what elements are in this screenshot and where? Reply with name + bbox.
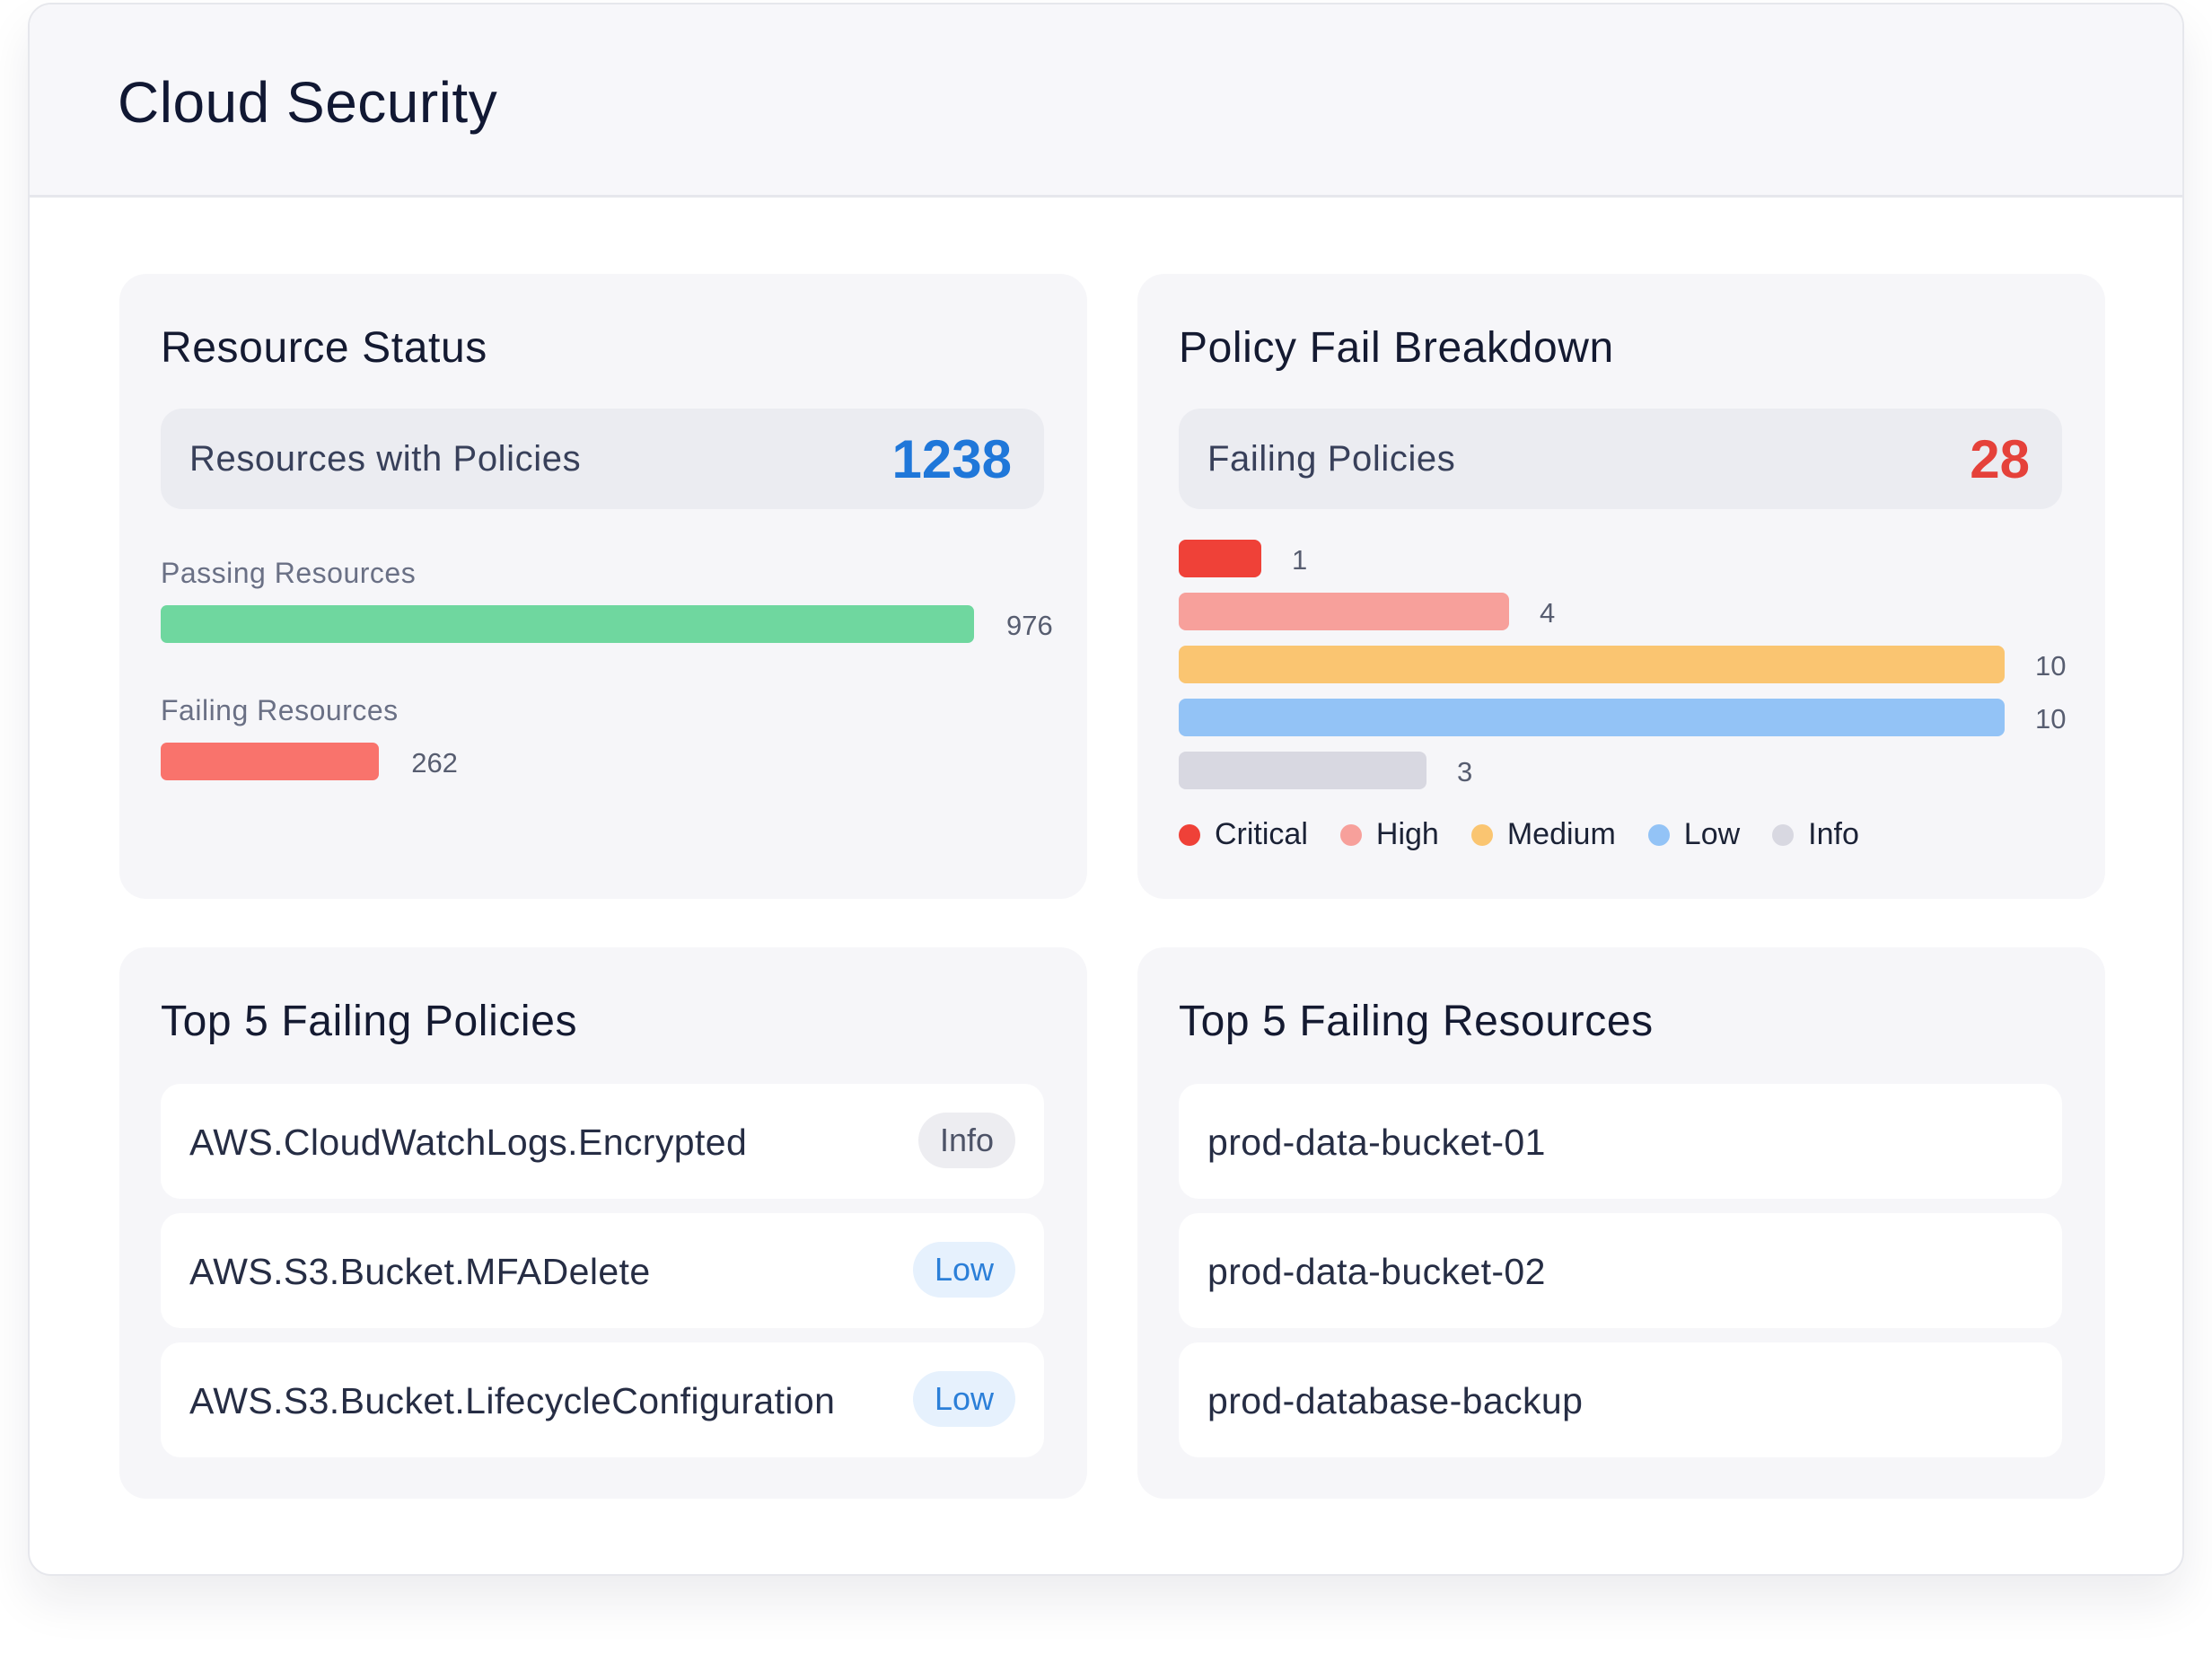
severity-bar-low bbox=[1179, 699, 2005, 736]
severity-badge-info: Info bbox=[917, 1113, 1015, 1168]
resources-with-policies-count: 1238 bbox=[891, 429, 1012, 489]
policy-fail-breakdown-title: Policy Fail Breakdown bbox=[1179, 324, 1614, 372]
failing-resources-count: 262 bbox=[411, 747, 458, 779]
legend-dot-icon bbox=[1772, 823, 1795, 846]
legend-dot-icon bbox=[1470, 823, 1493, 846]
resources-with-policies-label: Resources with Policies bbox=[189, 439, 582, 479]
resource-name: prod-data-bucket-01 bbox=[1207, 1122, 1546, 1163]
policy-name: AWS.S3.Bucket.LifecycleConfiguration bbox=[189, 1380, 836, 1421]
legend-label: Medium bbox=[1506, 817, 1616, 851]
passing-resources-count: 976 bbox=[1006, 610, 1053, 641]
policy-name: AWS.S3.Bucket.MFADelete bbox=[189, 1251, 651, 1292]
severity-legend: Critical High Medium Low Info bbox=[1179, 817, 1892, 852]
resources-with-policies-box: Resources with Policies 1238 bbox=[161, 409, 1044, 509]
passing-resources-bar bbox=[161, 605, 974, 643]
severity-bar-value-low: 10 bbox=[2035, 703, 2067, 735]
legend-item-medium: Medium bbox=[1470, 817, 1616, 852]
severity-bar-value-high: 4 bbox=[1540, 597, 1556, 629]
legend-dot-icon bbox=[1179, 823, 1200, 846]
severity-bar-medium bbox=[1179, 646, 2005, 683]
legend-item-info: Info bbox=[1772, 817, 1859, 852]
legend-label: Info bbox=[1808, 817, 1859, 851]
severity-bar-critical bbox=[1179, 540, 1261, 577]
resource-list-item[interactable]: prod-database-backup bbox=[1179, 1342, 2062, 1457]
policy-list-item[interactable]: AWS.S3.Bucket.LifecycleConfiguration Low bbox=[161, 1342, 1044, 1457]
resource-name: prod-data-bucket-02 bbox=[1207, 1251, 1546, 1292]
severity-badge-low: Low bbox=[912, 1242, 1015, 1298]
top-failing-resources-card: Top 5 Failing Resources prod-data-bucket… bbox=[1137, 947, 2105, 1499]
policy-list-item[interactable]: AWS.S3.Bucket.MFADelete Low bbox=[161, 1213, 1044, 1328]
window-header: Cloud Security bbox=[30, 4, 2182, 198]
severity-bar-value-critical: 1 bbox=[1292, 544, 1308, 576]
severity-bar-value-info: 3 bbox=[1457, 756, 1473, 788]
legend-label: High bbox=[1375, 817, 1439, 851]
legend-item-low: Low bbox=[1647, 817, 1741, 852]
page-title: Cloud Security bbox=[118, 70, 498, 135]
legend-item-critical: Critical bbox=[1179, 817, 1308, 852]
failing-policies-label: Failing Policies bbox=[1207, 439, 1456, 479]
severity-bar-value-medium: 10 bbox=[2035, 650, 2067, 682]
resource-list-item[interactable]: prod-data-bucket-01 bbox=[1179, 1084, 2062, 1199]
legend-item-high: High bbox=[1339, 817, 1439, 852]
severity-bar-info bbox=[1179, 752, 1426, 789]
top-failing-resources-title: Top 5 Failing Resources bbox=[1179, 998, 1654, 1045]
failing-resources-label: Failing Resources bbox=[161, 694, 399, 726]
severity-bar-high bbox=[1179, 593, 1509, 630]
resource-name: prod-database-backup bbox=[1207, 1380, 1584, 1421]
severity-badge-low: Low bbox=[912, 1371, 1015, 1427]
resource-status-card: Resource Status Resources with Policies … bbox=[119, 274, 1087, 899]
policy-name: AWS.CloudWatchLogs.Encrypted bbox=[189, 1122, 748, 1163]
legend-label: Critical bbox=[1215, 817, 1308, 851]
policy-list-item[interactable]: AWS.CloudWatchLogs.Encrypted Info bbox=[161, 1084, 1044, 1199]
passing-resources-label: Passing Resources bbox=[161, 557, 417, 589]
legend-dot-icon bbox=[1647, 823, 1670, 846]
failing-policies-count: 28 bbox=[1970, 429, 2030, 489]
failing-policies-box: Failing Policies 28 bbox=[1179, 409, 2062, 509]
failing-resources-bar bbox=[161, 743, 380, 780]
policy-fail-breakdown-card: Policy Fail Breakdown Failing Policies 2… bbox=[1137, 274, 2105, 899]
cloud-security-window: Cloud Security Resource Status Resources… bbox=[28, 3, 2184, 1576]
top-failing-policies-card: Top 5 Failing Policies AWS.CloudWatchLog… bbox=[119, 947, 1087, 1499]
top-failing-policies-title: Top 5 Failing Policies bbox=[161, 998, 578, 1045]
resource-list-item[interactable]: prod-data-bucket-02 bbox=[1179, 1213, 2062, 1328]
legend-dot-icon bbox=[1339, 823, 1362, 846]
legend-label: Low bbox=[1683, 817, 1741, 851]
resource-status-title: Resource Status bbox=[161, 324, 487, 372]
